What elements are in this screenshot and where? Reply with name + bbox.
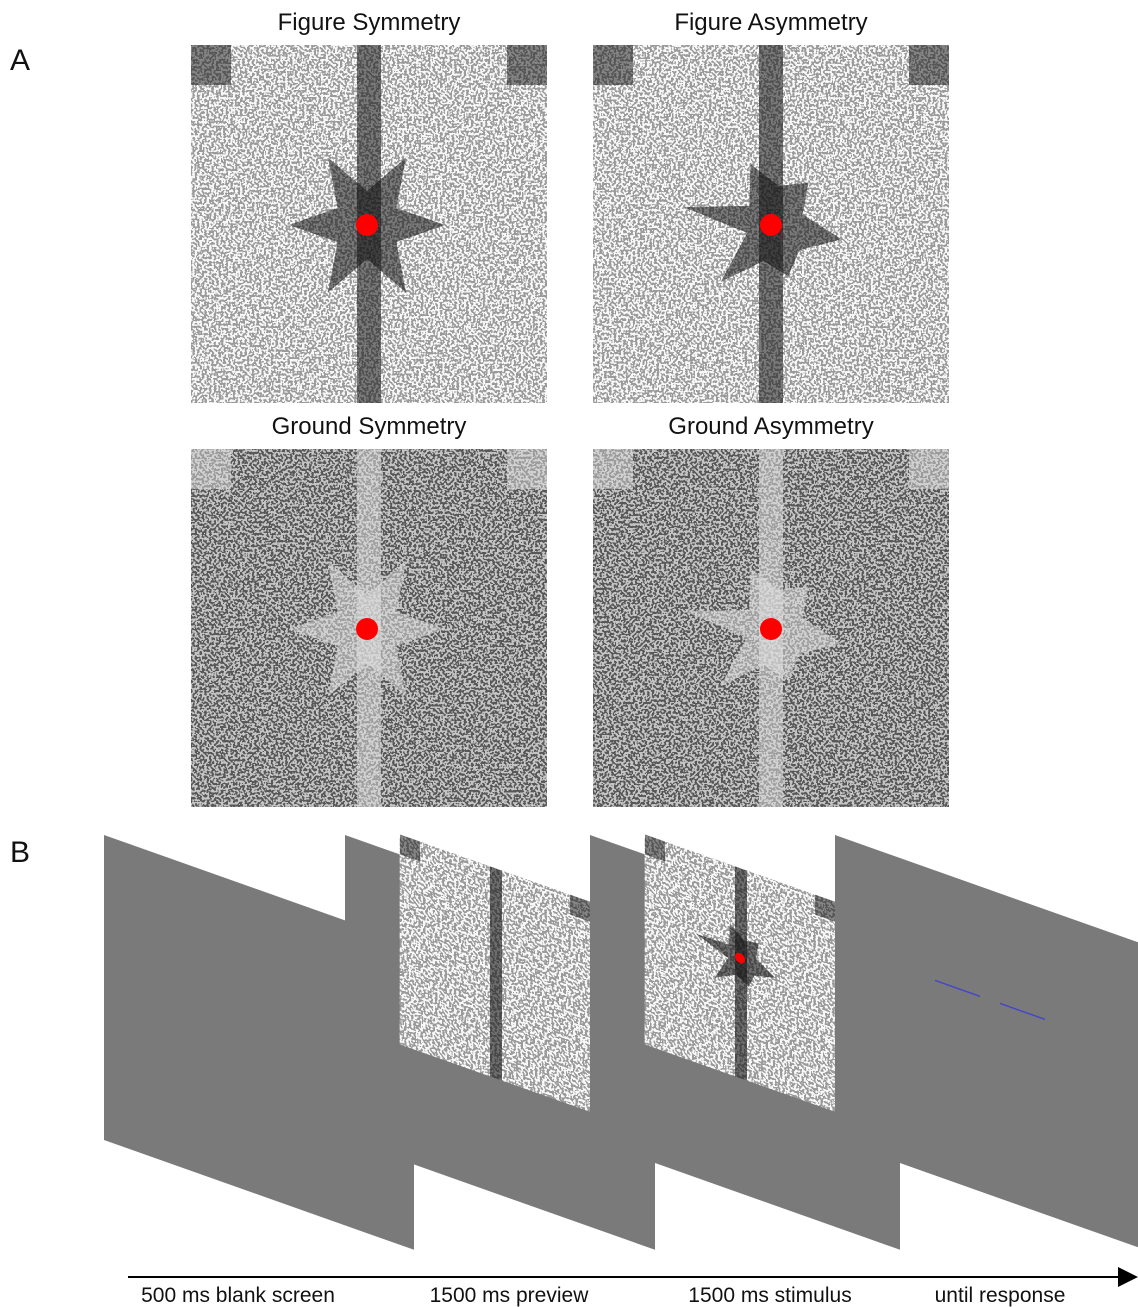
panel-title: Ground Asymmetry — [668, 413, 873, 440]
stimulus — [593, 449, 949, 807]
panel-title: Figure Symmetry — [278, 9, 461, 36]
corner — [593, 45, 633, 85]
timeline-label: 1500 ms stimulus — [688, 1284, 851, 1307]
timeline-label: 1500 ms preview — [430, 1284, 590, 1307]
fixation-dot — [356, 618, 378, 640]
panel-label: A — [10, 44, 30, 77]
fixation-dot — [760, 214, 782, 236]
stimulus — [593, 45, 949, 403]
panel-title: Figure Asymmetry — [674, 9, 867, 36]
corner — [191, 45, 231, 85]
stripe — [490, 866, 502, 1080]
corner — [507, 45, 547, 85]
timeline-label: 500 ms blank screen — [141, 1284, 335, 1307]
panel-b — [104, 815, 1138, 1250]
panel-a: Figure Symmetry Figure Asymmetry Ground Sy… — [191, 9, 949, 807]
corner — [909, 45, 949, 85]
panel-label: B — [10, 836, 30, 869]
corner — [593, 449, 633, 489]
stimulus — [191, 449, 547, 807]
corner — [191, 449, 231, 489]
corner — [507, 449, 547, 489]
corner — [909, 449, 949, 489]
figure: A B Figure Symmetry Figure Asymmetry Groun… — [0, 0, 1138, 1307]
fixation-dot — [356, 214, 378, 236]
fixation-dot — [760, 618, 782, 640]
timeline-label: until response — [935, 1284, 1066, 1307]
panel-title: Ground Symmetry — [272, 413, 467, 440]
stimulus — [191, 45, 547, 403]
timeline-arrowhead — [1118, 1267, 1138, 1287]
